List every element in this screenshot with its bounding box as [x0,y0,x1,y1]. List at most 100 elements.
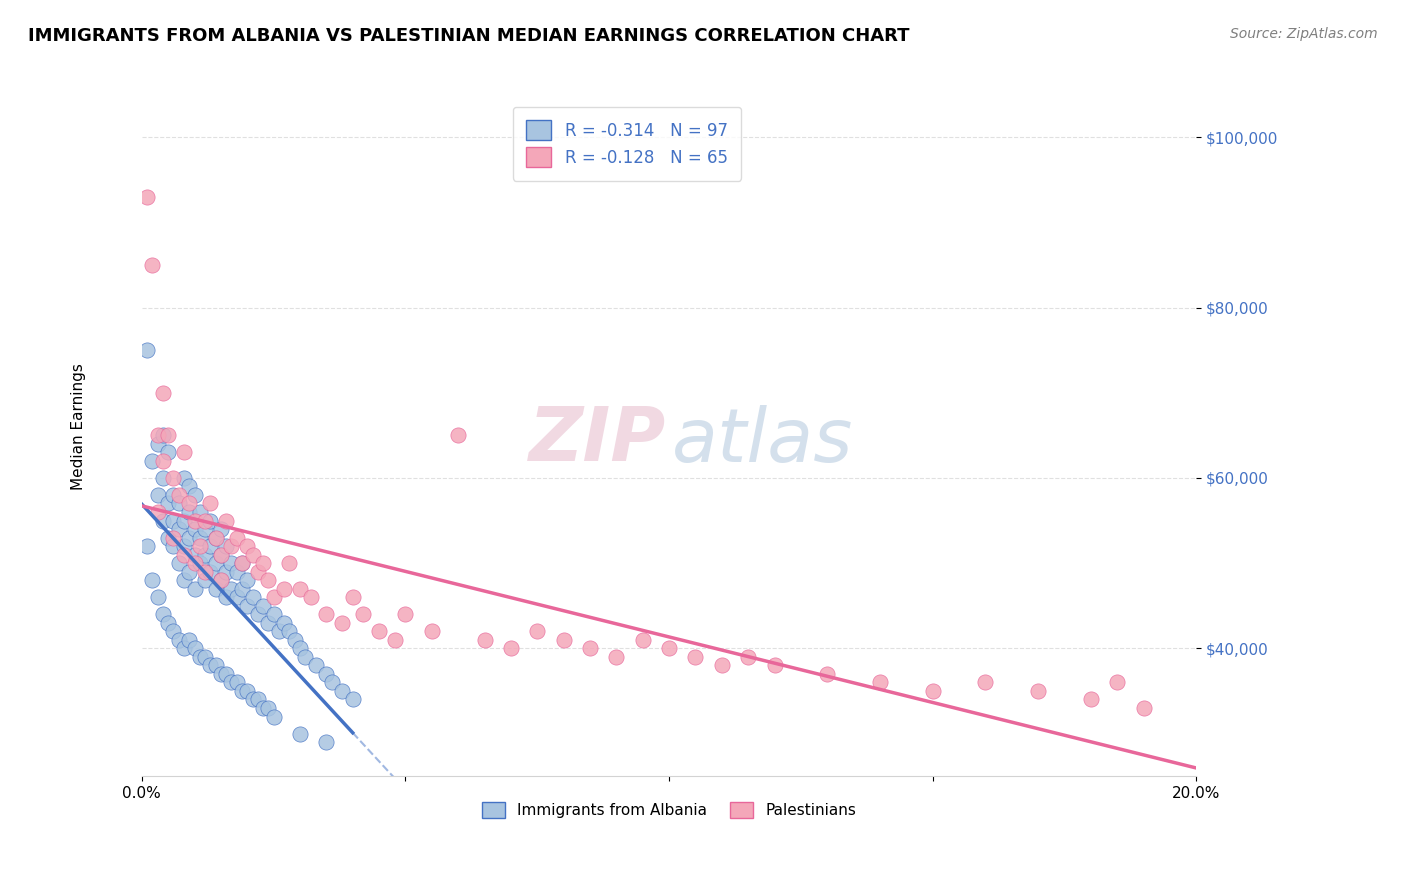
Point [173,573,195,587]
Point [162,488,184,502]
Point [152,428,174,442]
Point [183,514,205,528]
Point [179,505,201,519]
Point [157,428,180,442]
Point [321,675,343,690]
Point [288,641,311,656]
Point [188,539,211,553]
Point [152,607,174,622]
Point [141,454,163,468]
Text: Source: ZipAtlas.com: Source: ZipAtlas.com [1230,27,1378,41]
Point [330,615,353,630]
Point [146,591,169,605]
Point [474,632,496,647]
Point [204,658,226,673]
Point [167,488,190,502]
Point [257,573,280,587]
Point [553,632,575,647]
Point [162,514,184,528]
Point [658,641,681,656]
Point [152,471,174,485]
Point [200,565,222,579]
Point [267,624,290,639]
Point [815,667,838,681]
Point [315,735,337,749]
Point [167,556,190,570]
Point [162,624,184,639]
Point [136,539,159,553]
Text: IMMIGRANTS FROM ALBANIA VS PALESTINIAN MEDIAN EARNINGS CORRELATION CHART: IMMIGRANTS FROM ALBANIA VS PALESTINIAN M… [28,27,910,45]
Point [200,658,222,673]
Point [252,556,274,570]
Point [579,641,602,656]
Point [1026,684,1049,698]
Point [173,641,195,656]
Point [152,385,174,400]
Point [231,556,253,570]
Point [1107,675,1129,690]
Point [209,522,232,536]
Point [183,548,205,562]
Point [246,692,269,706]
Point [136,190,159,204]
Point [263,709,285,723]
Point [179,479,201,493]
Point [225,675,247,690]
Point [194,514,217,528]
Point [188,649,211,664]
Point [146,505,169,519]
Point [246,565,269,579]
Point [225,591,247,605]
Point [1132,701,1154,715]
Point [288,582,311,596]
Point [183,641,205,656]
Point [242,692,264,706]
Point [384,632,406,647]
Point [200,539,222,553]
Point [173,445,195,459]
Point [215,667,238,681]
Point [209,548,232,562]
Point [631,632,654,647]
Point [215,514,238,528]
Point [162,539,184,553]
Point [252,599,274,613]
Point [242,548,264,562]
Point [167,496,190,510]
Point [146,437,169,451]
Point [173,548,195,562]
Point [447,428,470,442]
Point [194,573,217,587]
Point [162,471,184,485]
Point [200,514,222,528]
Point [284,632,307,647]
Point [263,607,285,622]
Point [236,599,259,613]
Point [183,556,205,570]
Text: ZIP: ZIP [529,404,666,477]
Point [162,531,184,545]
Point [221,556,243,570]
Point [221,539,243,553]
Point [737,649,759,664]
Point [299,591,322,605]
Point [141,258,163,272]
Point [605,649,627,664]
Point [869,675,891,690]
Point [194,522,217,536]
Point [315,667,337,681]
Point [710,658,733,673]
Point [342,692,364,706]
Point [215,539,238,553]
Point [242,591,264,605]
Point [173,471,195,485]
Point [188,556,211,570]
Point [273,582,295,596]
Point [315,607,337,622]
Point [246,607,269,622]
Point [204,556,226,570]
Point [236,573,259,587]
Point [236,684,259,698]
Point [152,514,174,528]
Point [225,565,247,579]
